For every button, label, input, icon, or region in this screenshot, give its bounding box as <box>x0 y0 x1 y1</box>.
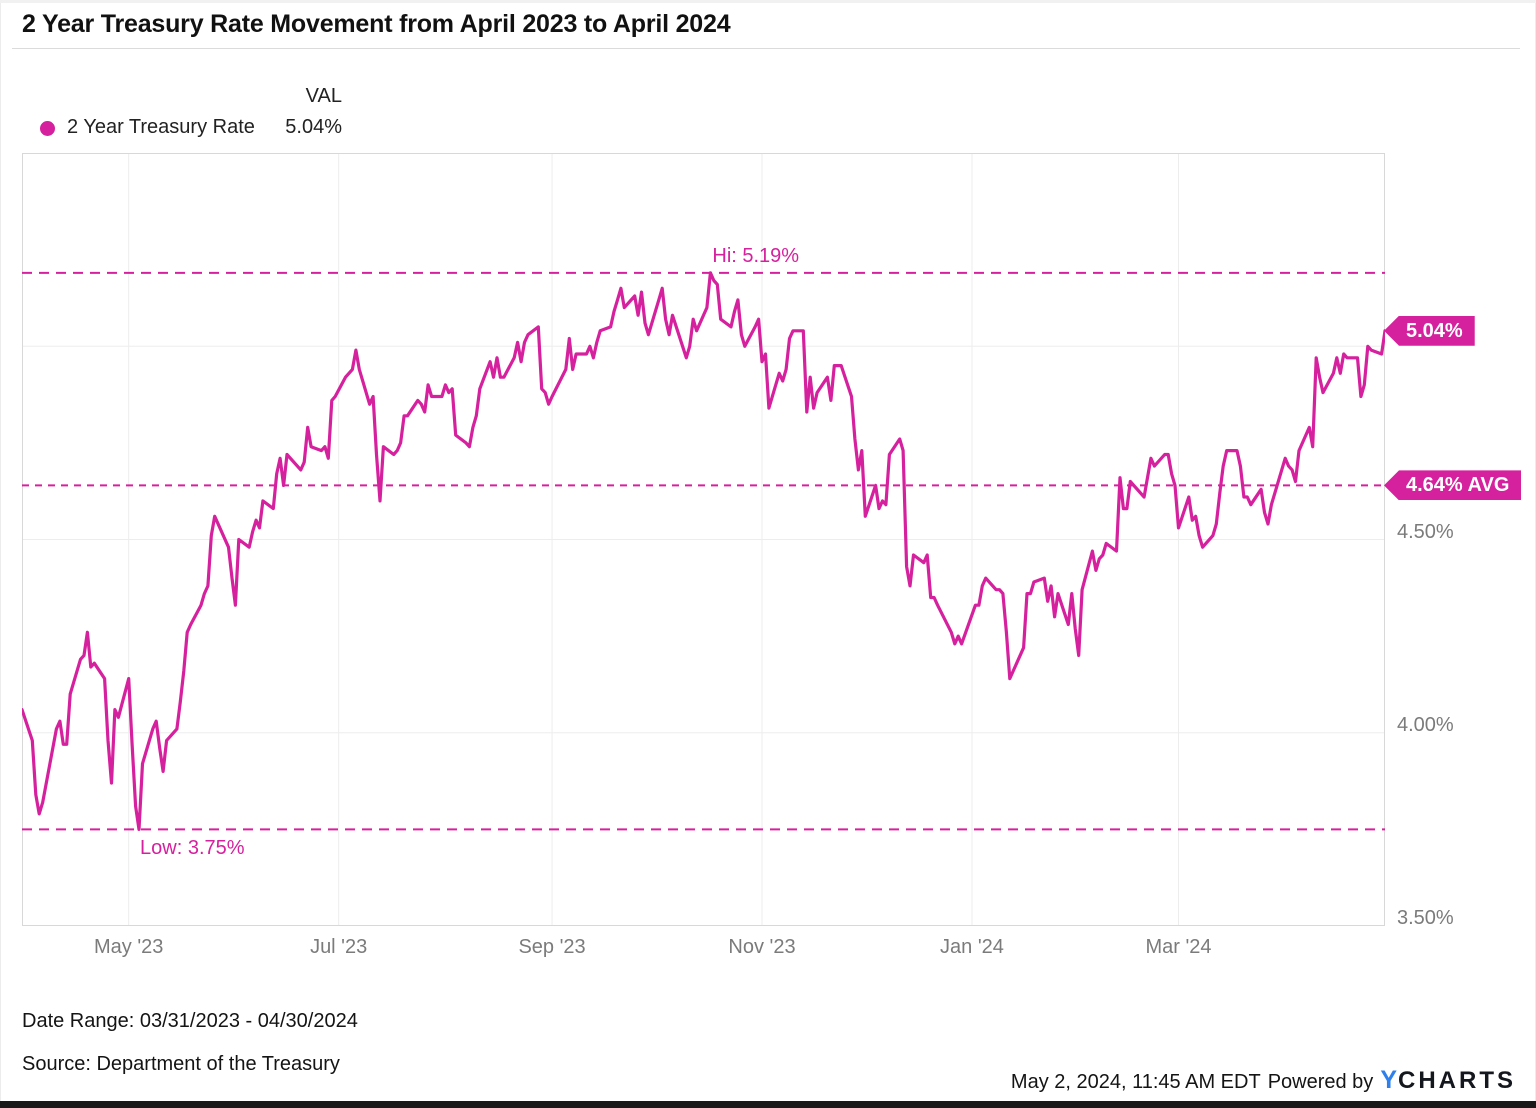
legend-series-label[interactable]: 2 Year Treasury Rate <box>67 116 255 138</box>
y-axis-tick-label: 3.50% <box>1397 907 1454 929</box>
plot-area[interactable] <box>22 153 1385 926</box>
legend-val-header: VAL <box>305 85 342 107</box>
date-range-text: Date Range: 03/31/2023 - 04/30/2024 <box>22 1010 358 1032</box>
y-axis-tick-label: 4.50% <box>1397 520 1454 543</box>
window-bottom-bar <box>0 1101 1536 1108</box>
ycharts-logo[interactable]: Y CHARTS <box>1380 1066 1516 1095</box>
x-axis-tick-label: Sep '23 <box>518 936 586 958</box>
low-annotation: Low: 3.75% <box>140 837 245 860</box>
treasury-rate-line <box>22 271 1385 832</box>
title-divider <box>12 48 1520 49</box>
high-annotation: Hi: 5.19% <box>712 244 800 267</box>
y-axis-tick-label: 4.00% <box>1397 713 1454 736</box>
x-axis-tick-label: May '23 <box>93 936 164 958</box>
x-axis-tick-label: Jul '23 <box>310 936 368 958</box>
x-axis-tick-label: Jan '24 <box>940 936 1004 958</box>
average-value-badge: 4.64% AVG <box>1384 470 1522 501</box>
footer-attribution: May 2, 2024, 11:45 AM EDT Powered by Y CH… <box>1011 1066 1516 1095</box>
ycharts-logo-y-icon: Y <box>1380 1066 1398 1094</box>
footer-timestamp: May 2, 2024, 11:45 AM EDT <box>1010 1071 1261 1093</box>
ycharts-logo-charts-text: CHARTS <box>1398 1067 1516 1094</box>
powered-by-text: Powered by <box>1267 1071 1374 1093</box>
rate-line-chart[interactable] <box>22 153 1385 926</box>
legend-val-value: 5.04% <box>285 116 342 138</box>
series-marker-dot-icon <box>40 121 55 136</box>
source-text: Source: Department of the Treasury <box>22 1053 340 1075</box>
top-border-strip <box>0 0 1536 3</box>
plot-border <box>22 153 1385 926</box>
last-value-badge: 5.04% <box>1384 315 1475 346</box>
x-axis-tick-label: Mar '24 <box>1145 936 1212 958</box>
chart-title: 2 Year Treasury Rate Movement from April… <box>22 10 731 38</box>
x-axis-tick-label: Nov '23 <box>728 936 796 958</box>
